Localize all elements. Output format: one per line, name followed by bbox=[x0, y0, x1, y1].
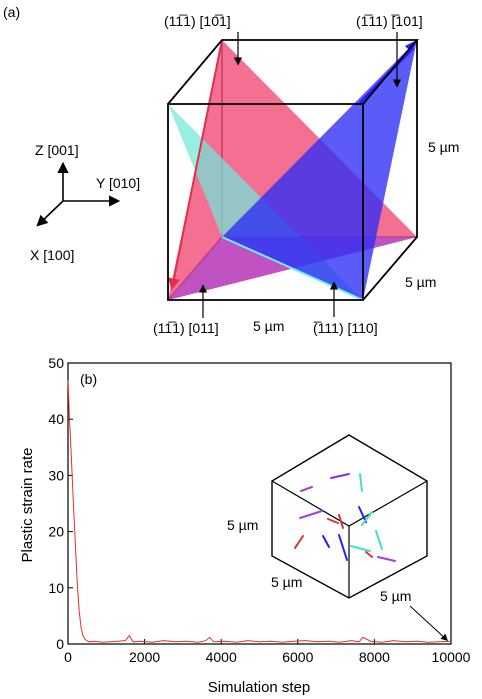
x-tick-label: 4000 bbox=[206, 649, 237, 665]
panel-b-label: (b) bbox=[80, 371, 97, 387]
x-axis-ticks: 0 2000 4000 6000 8000 10000 bbox=[64, 639, 471, 665]
dislocation-segment bbox=[359, 473, 363, 492]
plot-frame bbox=[67, 362, 452, 645]
x-axis-title: Simulation step bbox=[208, 679, 311, 696]
blue-slip-plane bbox=[222, 40, 417, 300]
dislocation-segment bbox=[350, 545, 371, 552]
x-tick-label: 0 bbox=[64, 649, 72, 665]
x-tick-label: 2000 bbox=[129, 649, 160, 665]
dislocation-segment bbox=[375, 530, 383, 550]
inset-dimension-right: 5 µm bbox=[380, 588, 411, 604]
crystal-cube bbox=[167, 39, 419, 301]
dislocation-segment bbox=[358, 506, 367, 523]
coordinate-axes: Z [001] Y [010] X [100] bbox=[30, 142, 140, 263]
dislocation-segment bbox=[361, 511, 373, 526]
end-pointer-arrow bbox=[409, 605, 449, 641]
slip-label-bottom-left: (11̅1) [011] bbox=[153, 320, 219, 336]
inset-dimension-bottom: 5 µm bbox=[271, 574, 302, 590]
strain-rate-chart: 0 2000 4000 6000 8000 10000 0 10 20 30 40 50 (b) S… bbox=[19, 355, 471, 696]
y-tick-label: 50 bbox=[48, 355, 64, 371]
dislocation-segment bbox=[338, 514, 344, 529]
x-tick-label: 6000 bbox=[282, 649, 313, 665]
slip-label-top-right: (1̅11) [̅101] bbox=[356, 13, 423, 29]
dimension-label-right: 5 µm bbox=[428, 139, 459, 155]
cube-right-edges bbox=[362, 40, 418, 301]
slip-label-top-left: (11̅1) [10̅1] bbox=[164, 13, 231, 29]
cube-top-face bbox=[167, 39, 419, 105]
x-tick-label: 10000 bbox=[432, 649, 471, 665]
dislocation-segment bbox=[294, 535, 304, 549]
dislocation-segments bbox=[294, 473, 396, 562]
x-axis-arrow bbox=[36, 200, 64, 227]
y-axis-label: Y [010] bbox=[96, 175, 140, 191]
x-axis-label: X [100] bbox=[30, 247, 74, 263]
dislocation-segment bbox=[377, 556, 396, 562]
burgers-vector-red-arrow bbox=[168, 39, 223, 291]
y-tick-label: 20 bbox=[48, 524, 64, 540]
inset-dimension-left: 5 µm bbox=[227, 517, 258, 533]
y-axis-ticks: 0 10 20 30 40 50 bbox=[48, 355, 73, 652]
dislocation-segment bbox=[330, 473, 350, 479]
dimension-label-bottom: 5 µm bbox=[253, 318, 284, 334]
panel-a-label: (a) bbox=[3, 4, 20, 20]
dislocation-segment bbox=[322, 535, 330, 548]
slip-label-bottom-right: (̅111) [110] bbox=[313, 320, 378, 336]
y-axis-title: Plastic strain rate bbox=[19, 447, 36, 562]
x-tick-label: 8000 bbox=[359, 649, 390, 665]
dislocation-segment bbox=[300, 486, 313, 492]
plane-intersection-line bbox=[221, 236, 364, 301]
dislocation-segment bbox=[299, 510, 323, 519]
y-tick-label: 40 bbox=[48, 411, 64, 427]
dislocation-segment bbox=[365, 551, 373, 558]
series-line bbox=[67, 379, 452, 643]
y-tick-label: 0 bbox=[56, 636, 64, 652]
dimension-label-depth: 5 µm bbox=[405, 274, 436, 290]
dislocation-segment bbox=[327, 518, 339, 524]
inset-dislocation-cube: 5 µm 5 µm 5 µm bbox=[227, 434, 428, 604]
z-axis-label: Z [001] bbox=[35, 142, 79, 158]
y-tick-label: 30 bbox=[48, 467, 64, 483]
y-tick-label: 10 bbox=[48, 580, 64, 596]
dislocation-segment bbox=[338, 534, 348, 561]
